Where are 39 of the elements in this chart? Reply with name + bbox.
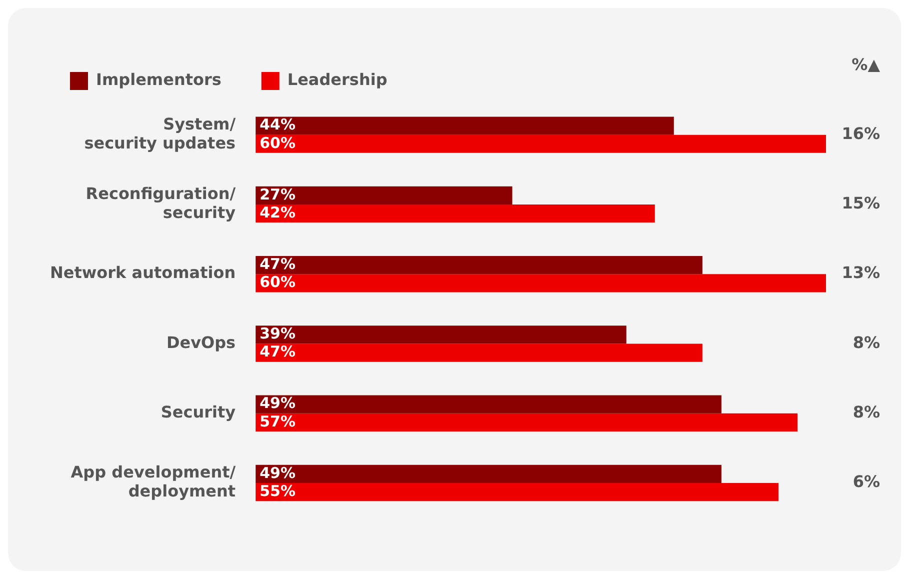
legend-label: Leadership	[287, 70, 388, 90]
bar	[256, 256, 702, 274]
bar	[256, 464, 722, 483]
bar	[256, 344, 702, 362]
data-label: 47%	[260, 342, 296, 361]
bar	[256, 204, 655, 223]
bar	[256, 413, 798, 432]
data-label: 57%	[260, 412, 296, 430]
y-tick-label: Reconfiguration/ security	[86, 184, 236, 222]
data-label: 44%	[260, 116, 296, 134]
bar	[256, 116, 674, 135]
bar	[256, 395, 722, 414]
y-tick-label: System/ security updates	[84, 114, 236, 153]
y-tick-label: Network automation	[50, 263, 236, 282]
data-label: 49%	[260, 394, 296, 412]
data-label: 42%	[260, 203, 296, 222]
text: 8%	[852, 402, 880, 422]
data-label: 55%	[260, 482, 296, 500]
data-label: 39%	[260, 324, 296, 343]
y-tick-label: App development/ deployment	[70, 462, 236, 501]
data-label: 47%	[260, 254, 296, 273]
bar	[256, 186, 512, 204]
bar	[256, 274, 826, 292]
bar	[256, 134, 826, 153]
data-label: 60%	[260, 134, 296, 152]
y-tick-label: Security	[160, 402, 236, 422]
text: 6%	[852, 472, 880, 492]
legend-label: Implementors	[96, 70, 222, 90]
data-label: 60%	[260, 273, 296, 292]
text: 15%	[842, 194, 880, 213]
bar	[256, 326, 626, 344]
text: %▲	[852, 55, 881, 74]
y-tick-label: DevOps	[166, 332, 236, 352]
data-label: 27%	[260, 185, 296, 204]
data-label: 49%	[260, 464, 296, 482]
text: 13%	[842, 263, 880, 282]
text: 16%	[842, 124, 880, 143]
text: 8%	[852, 332, 880, 352]
bar	[256, 482, 778, 502]
